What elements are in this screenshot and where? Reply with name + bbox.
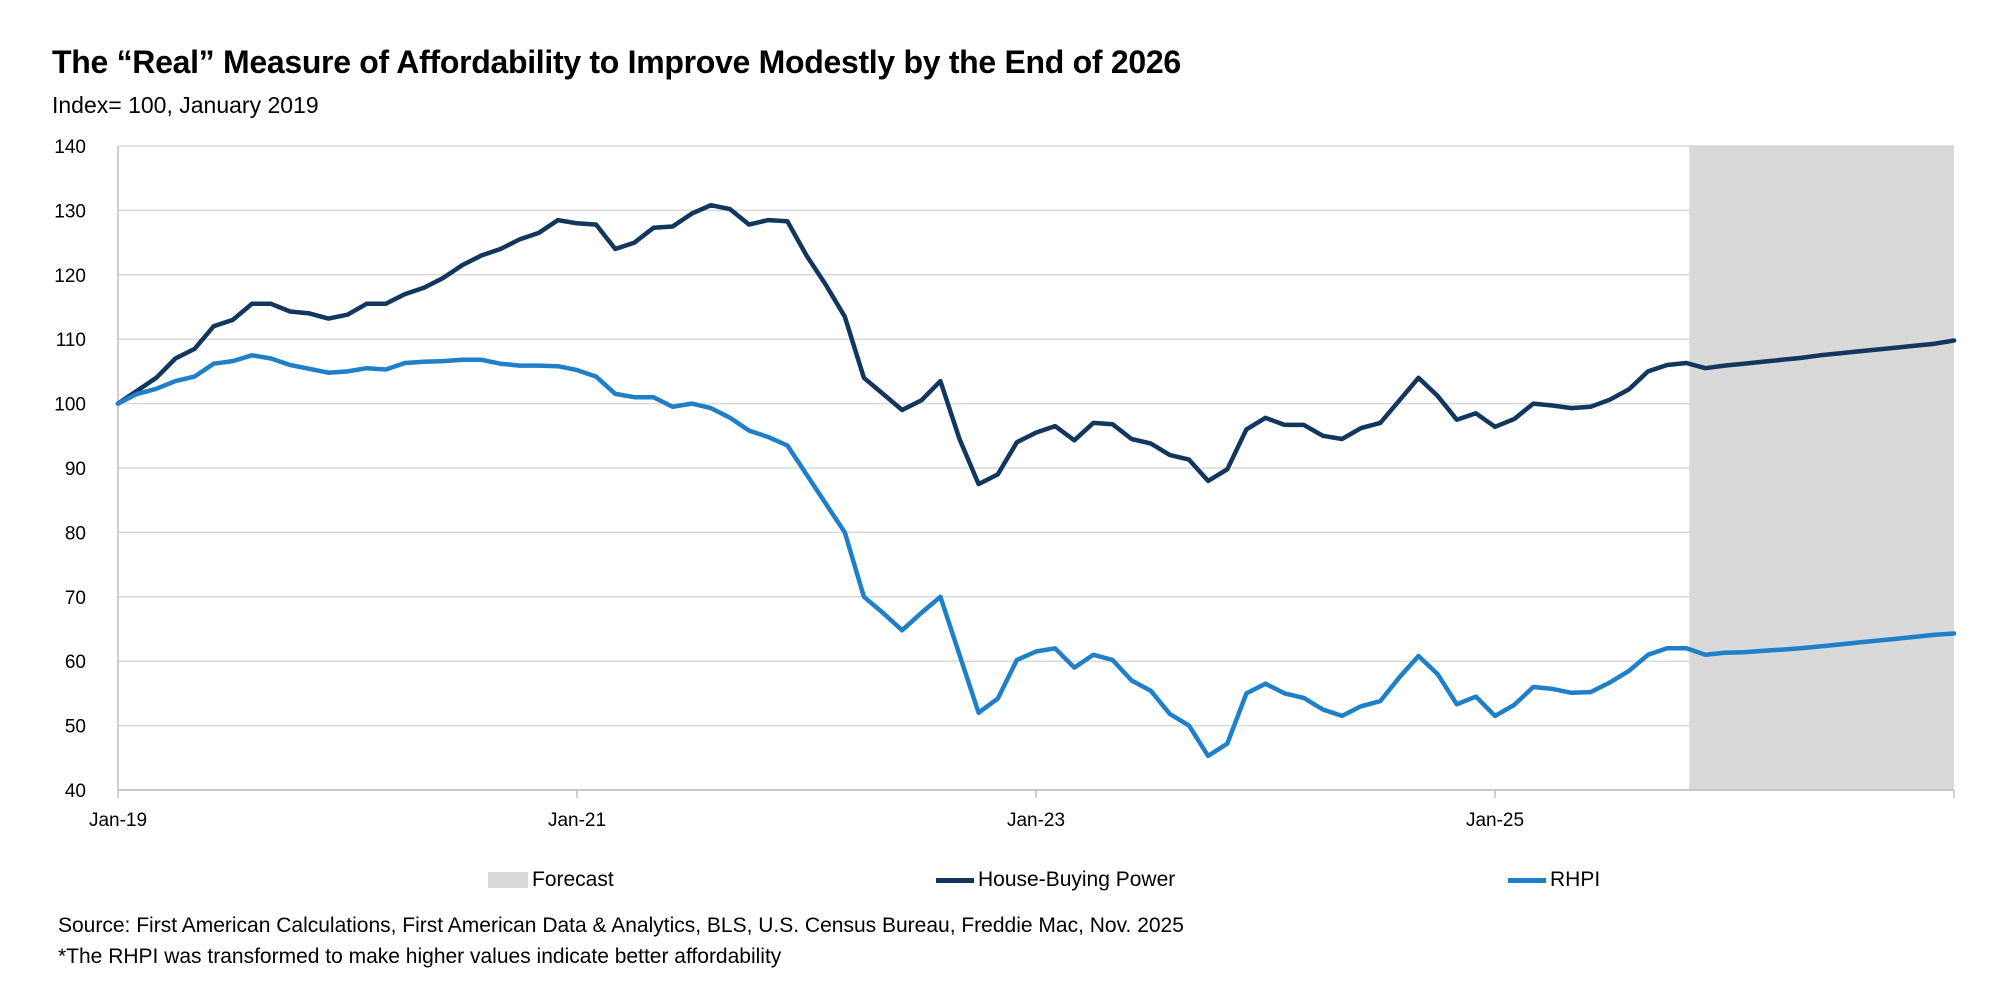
series-line-house-buying-power <box>115 202 1957 487</box>
x-tick-label: Jan-21 <box>548 810 606 831</box>
y-tick-label: 70 <box>65 588 86 609</box>
legend-rhpi-swatch <box>1508 877 1546 883</box>
y-tick-label: 110 <box>56 330 86 351</box>
chart-subtitle: Index= 100, January 2019 <box>52 92 319 118</box>
legend-hbp-swatch <box>936 877 974 883</box>
y-tick-label: 90 <box>65 459 86 480</box>
x-tick-label: Jan-23 <box>1007 810 1065 831</box>
source-note: Source: First American Calculations, Fir… <box>58 914 1184 937</box>
y-tick-label: 120 <box>54 266 86 287</box>
legend-forecast-swatch <box>488 872 528 888</box>
legend-forecast: Forecast <box>488 868 614 892</box>
x-tick-label: Jan-25 <box>1466 810 1524 831</box>
x-tick-label: Jan-19 <box>89 810 147 831</box>
chart-title: The “Real” Measure of Affordability to I… <box>52 44 1181 80</box>
y-tick-label: 100 <box>54 395 86 416</box>
legend-hbp-label: House-Buying Power <box>978 868 1176 891</box>
y-tick-label: 130 <box>54 201 86 222</box>
legend-rhpi: RHPI <box>1508 868 1600 892</box>
chart-legend: Forecast House-Buying Power RHPI <box>0 868 1996 898</box>
y-tick-label: 40 <box>65 781 86 802</box>
legend-rhpi-label: RHPI <box>1550 868 1601 891</box>
legend-house-buying-power: House-Buying Power <box>936 868 1175 892</box>
chart-notes: Source: First American Calculations, Fir… <box>58 910 1184 972</box>
y-tick-label: 140 <box>54 137 86 158</box>
y-tick-label: 80 <box>65 523 86 544</box>
line-chart: 40 50 60 70 80 90 100 110 120 130 140 Jan-19 Jan-21 J… <box>54 137 1957 831</box>
legend-forecast-label: Forecast <box>532 868 614 891</box>
series-line-rhpi <box>115 353 1957 759</box>
y-tick-label: 50 <box>65 717 86 738</box>
footnote: *The RHPI was transformed to make higher… <box>58 945 782 968</box>
y-tick-label: 60 <box>65 652 86 673</box>
